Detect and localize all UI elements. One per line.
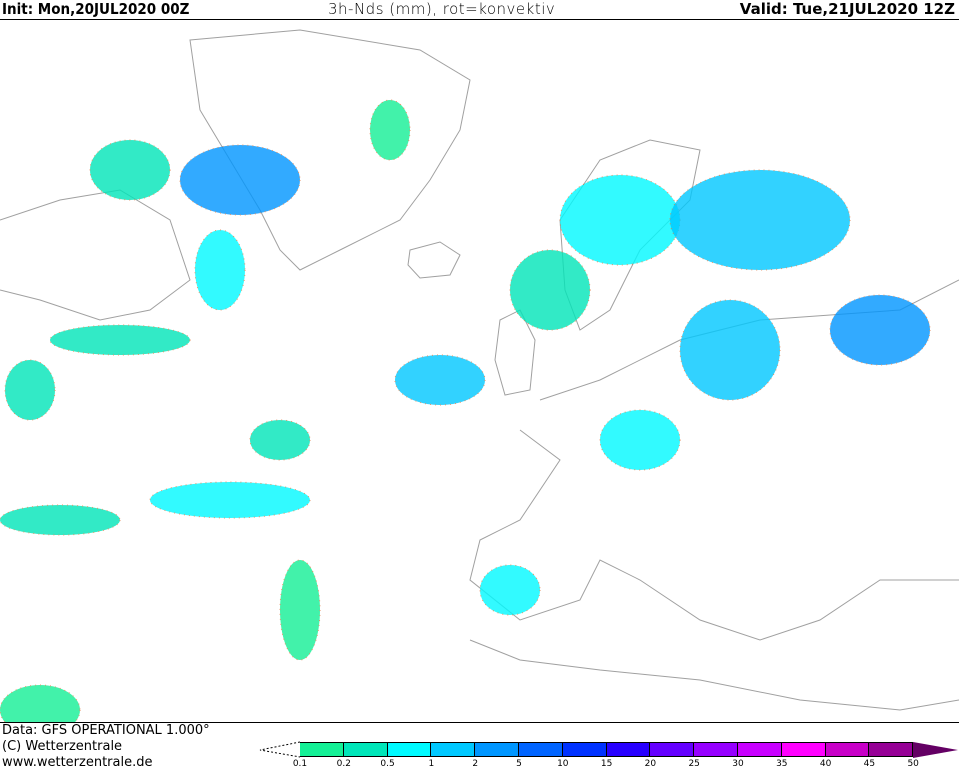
legend-swatch <box>562 742 607 757</box>
legend-swatch <box>781 742 826 757</box>
africa-coast <box>469 639 959 711</box>
data-source: Data: GFS OPERATIONAL 1.000° <box>2 723 210 738</box>
legend-swatch <box>650 742 695 757</box>
precip-area <box>194 229 246 311</box>
precip-area <box>479 564 541 616</box>
website-link[interactable]: www.wetterzentrale.de <box>2 755 153 770</box>
legend-swatch <box>431 742 476 757</box>
precip-area <box>394 354 486 406</box>
legend-swatch <box>738 742 782 757</box>
iceland-coast <box>407 241 461 279</box>
legend-tick-label: 45 <box>863 759 876 769</box>
color-legend: 0.1 0.2 0.5 1 2 5 10 15 20 25 30 35 40 45 50 <box>258 740 959 770</box>
precip-area <box>679 299 781 401</box>
precip-area <box>829 294 931 366</box>
legend-tick-label: 10 <box>557 759 569 769</box>
legend-low-triangle <box>259 741 300 758</box>
legend-swatch <box>300 742 344 757</box>
precip-area <box>149 481 311 519</box>
legend-tick-label: 0.5 <box>380 759 395 769</box>
legend-tick-label: 50 <box>907 759 919 769</box>
precip-area <box>279 559 321 661</box>
legend-tick-label: 40 <box>819 759 832 769</box>
precip-area <box>369 99 411 161</box>
canada-coast <box>0 189 191 321</box>
legend-tick-label: 25 <box>688 759 700 769</box>
legend-swatch <box>825 742 870 757</box>
legend-tick-label: 2 <box>472 759 479 769</box>
precip-area <box>669 169 851 271</box>
legend-tick-label: 5 <box>516 759 522 769</box>
legend-swatch <box>387 742 432 757</box>
precipitation-map <box>0 19 959 723</box>
precip-area <box>249 419 311 461</box>
legend-swatch <box>869 742 914 757</box>
copyright: (C) Wetterzentrale <box>2 739 123 754</box>
legend-swatch <box>606 742 651 757</box>
precip-area <box>0 504 121 536</box>
precip-area <box>599 409 681 471</box>
map-title: 3h-Nds (mm), rot=konvektiv <box>328 0 556 18</box>
legend-swatch <box>694 742 738 757</box>
legend-tick-label: 0.2 <box>336 759 351 769</box>
legend-tick-label: 30 <box>732 759 744 769</box>
legend-tick-label: 1 <box>428 759 435 769</box>
precip-area <box>509 249 591 331</box>
legend-tick-label: 0.1 <box>292 759 308 769</box>
legend-swatch <box>475 742 519 757</box>
init-time: Init: Mon,20JUL2020 00Z <box>2 0 190 18</box>
precip-area <box>4 359 56 421</box>
legend-high-triangle <box>913 742 959 758</box>
legend-tick-label: 20 <box>644 759 657 769</box>
legend-swatch <box>519 742 563 757</box>
legend-tick-label: 15 <box>600 759 613 769</box>
precip-area <box>559 174 681 266</box>
precip-area <box>0 684 81 722</box>
legend-swatch <box>343 742 388 757</box>
precip-area <box>179 144 301 216</box>
precipitation-areas <box>0 99 931 722</box>
precip-area <box>89 139 171 201</box>
precip-area <box>49 324 191 356</box>
valid-time: Valid: Tue,21JUL2020 12Z <box>739 0 955 18</box>
legend-tick-label: 35 <box>776 759 788 769</box>
